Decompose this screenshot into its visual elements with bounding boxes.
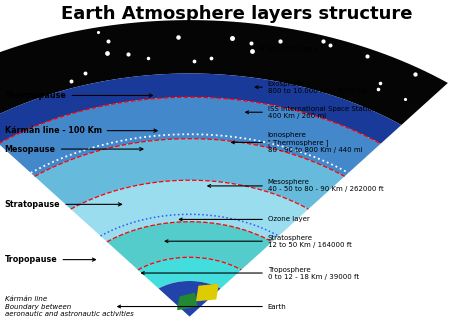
Text: Tropopause: Tropopause bbox=[5, 255, 96, 264]
Text: Troposphere
0 to 12 - 18 Km / 39000 ft: Troposphere 0 to 12 - 18 Km / 39000 ft bbox=[141, 267, 359, 279]
Polygon shape bbox=[178, 293, 197, 310]
Text: Mesosphere
40 - 50 to 80 - 90 Km / 262000 ft: Mesosphere 40 - 50 to 80 - 90 Km / 26200… bbox=[208, 180, 383, 192]
Text: Stratopause: Stratopause bbox=[5, 200, 122, 209]
Polygon shape bbox=[71, 180, 309, 242]
Polygon shape bbox=[0, 73, 401, 144]
Text: Exosphere
800 to 10.000 Km / 6200 mi: Exosphere 800 to 10.000 Km / 6200 mi bbox=[255, 81, 367, 93]
Polygon shape bbox=[159, 281, 220, 317]
Polygon shape bbox=[107, 222, 272, 270]
Polygon shape bbox=[197, 284, 218, 300]
Polygon shape bbox=[0, 20, 448, 125]
Polygon shape bbox=[138, 257, 241, 288]
Text: Exterior space: Exterior space bbox=[260, 46, 318, 52]
Polygon shape bbox=[0, 97, 381, 177]
Text: Kármán line
Boundary between
aeronautic and astronautic activities: Kármán line Boundary between aeronautic … bbox=[5, 296, 134, 317]
Text: Ozone layer: Ozone layer bbox=[179, 216, 310, 222]
Text: Earth: Earth bbox=[118, 304, 287, 310]
Text: Thermopause: Thermopause bbox=[5, 91, 153, 100]
Text: Kármán line - 100 Km: Kármán line - 100 Km bbox=[5, 126, 157, 135]
Text: Mesopause: Mesopause bbox=[5, 145, 143, 153]
Polygon shape bbox=[35, 139, 345, 209]
Text: ISS International Space Station
400 Km / 260 ml: ISS International Space Station 400 Km /… bbox=[246, 106, 376, 119]
Text: Ionosphere
[ Thermosphere ]
80 - 90 to 800 Km / 440 mi: Ionosphere [ Thermosphere ] 80 - 90 to 8… bbox=[231, 132, 363, 153]
Text: Stratosphere
12 to 50 Km / 164000 ft: Stratosphere 12 to 50 Km / 164000 ft bbox=[165, 235, 352, 248]
Text: Earth Atmosphere layers structure: Earth Atmosphere layers structure bbox=[61, 5, 413, 23]
